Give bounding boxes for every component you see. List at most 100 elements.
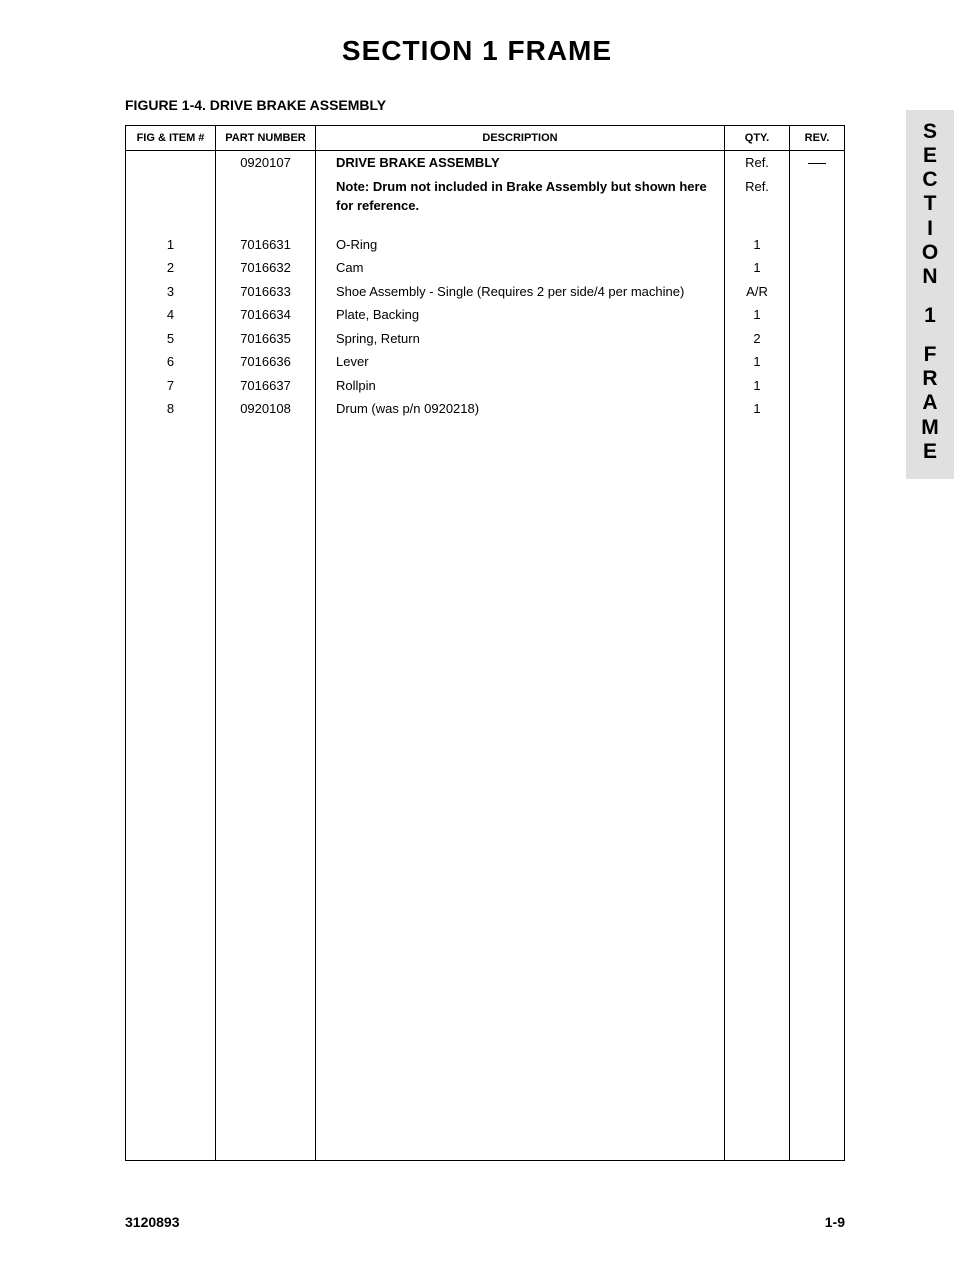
cell-part bbox=[216, 175, 316, 218]
cell-part: 7016632 bbox=[216, 256, 316, 280]
side-tab-letter: 1 bbox=[906, 304, 954, 328]
table-cell-filler bbox=[126, 421, 216, 1161]
table-filler-row bbox=[126, 421, 845, 1161]
cell-part: 0920108 bbox=[216, 397, 316, 421]
header-part: PART NUMBER bbox=[216, 126, 316, 151]
cell-rev bbox=[790, 350, 845, 374]
side-tab-letter: C bbox=[906, 168, 954, 192]
cell-rev bbox=[790, 256, 845, 280]
cell-qty: 1 bbox=[725, 350, 790, 374]
table-row: 80920108Drum (was p/n 0920218)1 bbox=[126, 397, 845, 421]
table-header-row: FIG & ITEM # PART NUMBER DESCRIPTION QTY… bbox=[126, 126, 845, 151]
cell-desc: Note: Drum not included in Brake Assembl… bbox=[316, 175, 725, 218]
cell-rev bbox=[790, 175, 845, 218]
table-cell-spacer bbox=[216, 218, 316, 233]
table-cell-spacer bbox=[316, 218, 725, 233]
cell-qty: 1 bbox=[725, 233, 790, 257]
side-tab-letter: R bbox=[906, 367, 954, 391]
cell-desc: Shoe Assembly - Single (Requires 2 per s… bbox=[316, 280, 725, 304]
cell-desc: Lever bbox=[316, 350, 725, 374]
table-row: Note: Drum not included in Brake Assembl… bbox=[126, 175, 845, 218]
cell-part: 7016633 bbox=[216, 280, 316, 304]
table-row: 37016633Shoe Assembly - Single (Requires… bbox=[126, 280, 845, 304]
table-row bbox=[126, 218, 845, 233]
table-cell-filler bbox=[790, 421, 845, 1161]
table-row: 0920107DRIVE BRAKE ASSEMBLYRef. bbox=[126, 151, 845, 175]
cell-fig: 7 bbox=[126, 374, 216, 398]
cell-desc: Drum (was p/n 0920218) bbox=[316, 397, 725, 421]
cell-rev bbox=[790, 280, 845, 304]
cell-desc: O-Ring bbox=[316, 233, 725, 257]
cell-part: 7016637 bbox=[216, 374, 316, 398]
table-cell-spacer bbox=[725, 218, 790, 233]
cell-qty: 1 bbox=[725, 256, 790, 280]
table-row: 47016634Plate, Backing1 bbox=[126, 303, 845, 327]
side-tab-letter: S bbox=[906, 120, 954, 144]
table-cell-spacer bbox=[126, 218, 216, 233]
cell-qty: 1 bbox=[725, 303, 790, 327]
header-qty: QTY. bbox=[725, 126, 790, 151]
cell-fig: 8 bbox=[126, 397, 216, 421]
side-tab-letter: M bbox=[906, 416, 954, 440]
header-fig: FIG & ITEM # bbox=[126, 126, 216, 151]
side-tab-letter: O bbox=[906, 241, 954, 265]
table-row: 67016636Lever1 bbox=[126, 350, 845, 374]
cell-qty: Ref. bbox=[725, 175, 790, 218]
cell-rev bbox=[790, 397, 845, 421]
cell-rev bbox=[790, 151, 845, 175]
table-cell-spacer bbox=[790, 218, 845, 233]
cell-qty: Ref. bbox=[725, 151, 790, 175]
cell-fig: 4 bbox=[126, 303, 216, 327]
cell-desc: Rollpin bbox=[316, 374, 725, 398]
cell-rev bbox=[790, 374, 845, 398]
table-cell-filler bbox=[216, 421, 316, 1161]
cell-fig: 2 bbox=[126, 256, 216, 280]
table-row: 17016631O-Ring1 bbox=[126, 233, 845, 257]
table-row: 27016632Cam1 bbox=[126, 256, 845, 280]
table-row: 57016635Spring, Return2 bbox=[126, 327, 845, 351]
cell-desc: Cam bbox=[316, 256, 725, 280]
header-rev: REV. bbox=[790, 126, 845, 151]
table-cell-filler bbox=[725, 421, 790, 1161]
cell-fig: 6 bbox=[126, 350, 216, 374]
rev-dash-icon bbox=[808, 163, 826, 164]
cell-fig: 5 bbox=[126, 327, 216, 351]
cell-qty: 1 bbox=[725, 374, 790, 398]
cell-part: 7016635 bbox=[216, 327, 316, 351]
cell-part: 7016636 bbox=[216, 350, 316, 374]
cell-rev bbox=[790, 303, 845, 327]
section-side-tab: SECTION1FRAME bbox=[906, 110, 954, 479]
side-tab-letter: E bbox=[906, 144, 954, 168]
cell-qty: 1 bbox=[725, 397, 790, 421]
side-tab-letter: T bbox=[906, 192, 954, 216]
cell-desc: Spring, Return bbox=[316, 327, 725, 351]
cell-rev bbox=[790, 233, 845, 257]
footer-left: 3120893 bbox=[125, 1214, 180, 1230]
page-footer: 3120893 1-9 bbox=[125, 1214, 845, 1230]
parts-table: FIG & ITEM # PART NUMBER DESCRIPTION QTY… bbox=[125, 125, 845, 1161]
cell-desc: DRIVE BRAKE ASSEMBLY bbox=[316, 151, 725, 175]
side-tab-letter: E bbox=[906, 440, 954, 464]
side-tab-letter: F bbox=[906, 343, 954, 367]
cell-rev bbox=[790, 327, 845, 351]
figure-title: FIGURE 1-4. DRIVE BRAKE ASSEMBLY bbox=[125, 97, 954, 113]
cell-part: 7016631 bbox=[216, 233, 316, 257]
cell-fig: 1 bbox=[126, 233, 216, 257]
cell-fig bbox=[126, 151, 216, 175]
cell-qty: A/R bbox=[725, 280, 790, 304]
table-row: 77016637Rollpin1 bbox=[126, 374, 845, 398]
side-tab-letter: A bbox=[906, 391, 954, 415]
parts-table-container: FIG & ITEM # PART NUMBER DESCRIPTION QTY… bbox=[125, 125, 845, 1161]
side-tab-letter: I bbox=[906, 217, 954, 241]
header-desc: DESCRIPTION bbox=[316, 126, 725, 151]
side-tab-letter: N bbox=[906, 265, 954, 289]
cell-desc: Plate, Backing bbox=[316, 303, 725, 327]
cell-fig bbox=[126, 175, 216, 218]
page-title: SECTION 1 FRAME bbox=[0, 35, 954, 67]
footer-right: 1-9 bbox=[825, 1214, 845, 1230]
table-cell-filler bbox=[316, 421, 725, 1161]
cell-fig: 3 bbox=[126, 280, 216, 304]
cell-part: 0920107 bbox=[216, 151, 316, 175]
cell-part: 7016634 bbox=[216, 303, 316, 327]
cell-qty: 2 bbox=[725, 327, 790, 351]
